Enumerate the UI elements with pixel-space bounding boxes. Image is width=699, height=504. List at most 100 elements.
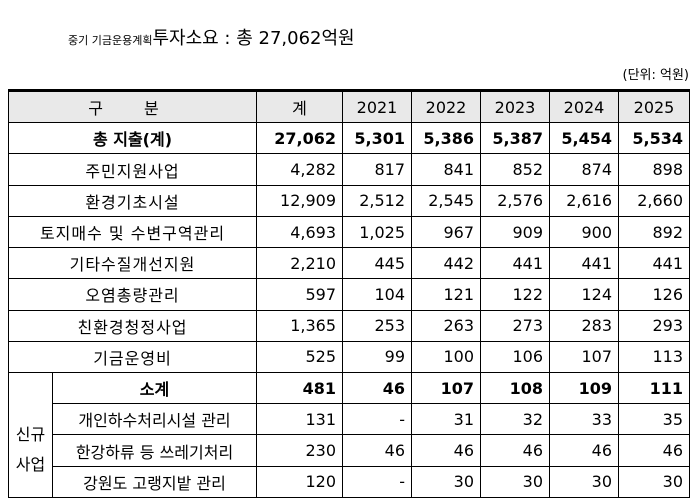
table-cell: 4,282 (256, 153, 343, 186)
table-cell: 100 (411, 340, 481, 373)
table-cell: 1,365 (256, 309, 343, 342)
page-title: 중기 기금운용계획투자소요 : 총 27,062억원 (68, 24, 355, 50)
table-cell: 46 (549, 434, 619, 467)
table-cell: 30 (549, 465, 619, 499)
table-row: 기타수질개선지원 2,210 445 442 441 441 441 (8, 247, 690, 280)
subtotal-cell: 108 (480, 371, 550, 405)
table-cell: 30 (411, 465, 481, 499)
table-cell: 4,693 (256, 215, 343, 249)
table-cell: 12,909 (256, 184, 343, 217)
table-cell: 107 (549, 340, 619, 373)
table-cell: 46 (411, 434, 481, 467)
row-label: 주민지원사업 (8, 153, 257, 186)
total-row: 총 지출(계) 27,062 5,301 5,386 5,387 5,454 5… (8, 122, 690, 155)
table-cell: 525 (256, 340, 343, 373)
table-cell: 263 (411, 309, 481, 342)
header-category: 구 분 (8, 89, 257, 124)
header-year: 2025 (618, 89, 690, 124)
table-cell: 441 (549, 247, 619, 280)
table-cell: 2,616 (549, 184, 619, 217)
new-label-line1: 신규 (15, 424, 46, 444)
table-cell: 131 (256, 403, 343, 436)
subtotal-cell: 109 (549, 371, 619, 405)
table-cell: - (342, 403, 412, 436)
table-cell: 967 (411, 215, 481, 249)
row-label: 토지매수 및 수변구역관리 (8, 215, 257, 249)
investment-table: 구 분 계 2021 2022 2023 2024 2025 총 지출(계) 2… (8, 89, 690, 499)
table-cell: 273 (480, 309, 550, 342)
total-cell: 5,386 (411, 122, 481, 155)
table-cell: 253 (342, 309, 412, 342)
header-year: 2021 (342, 89, 412, 124)
table-cell: 35 (618, 403, 690, 436)
total-cell: 5,387 (480, 122, 550, 155)
table-cell: 597 (256, 278, 343, 311)
subtotal-cell: 46 (342, 371, 412, 405)
table-cell: 441 (480, 247, 550, 280)
table-row: 토지매수 및 수변구역관리 4,693 1,025 967 909 900 89… (8, 215, 690, 249)
table-cell: 230 (256, 434, 343, 467)
row-label: 기타수질개선지원 (8, 247, 257, 280)
table-cell: 46 (618, 434, 690, 467)
table-cell: 2,576 (480, 184, 550, 217)
header-year: 2024 (549, 89, 619, 124)
table-cell: 817 (342, 153, 412, 186)
table-cell: 104 (342, 278, 412, 311)
table-cell: 2,512 (342, 184, 412, 217)
subtotal-row: 신규 사업 소계 481 46 107 108 109 111 (8, 371, 690, 499)
table-cell: 106 (480, 340, 550, 373)
table-cell: 121 (411, 278, 481, 311)
table-cell: 2,545 (411, 184, 481, 217)
table-row: 주민지원사업 4,282 817 841 852 874 898 (8, 153, 690, 186)
table-cell: 900 (549, 215, 619, 249)
table-cell: 122 (480, 278, 550, 311)
title-main: 투자소요 : 총 27,062억원 (152, 28, 355, 49)
row-label: 개인하수처리시설 관리 (52, 403, 257, 436)
table-cell: 892 (618, 215, 690, 249)
table-row: 한강하류 등 쓰레기처리 230 46 46 46 46 46 (9, 434, 690, 467)
row-label: 환경기초시설 (8, 184, 257, 217)
total-cell: 5,534 (618, 122, 690, 155)
header-row: 구 분 계 2021 2022 2023 2024 2025 (8, 89, 690, 124)
table-cell: 898 (618, 153, 690, 186)
row-label: 한강하류 등 쓰레기처리 (52, 434, 257, 467)
table-cell: 46 (480, 434, 550, 467)
table-cell: 120 (256, 465, 343, 499)
table-cell: 46 (342, 434, 412, 467)
row-label: 강원도 고랭지밭 관리 (52, 465, 257, 499)
total-cell: 27,062 (256, 122, 343, 155)
subtotal-label: 소계 (52, 371, 257, 405)
new-label-line2: 사업 (15, 454, 46, 474)
row-label: 기금운영비 (8, 340, 257, 373)
subtotal-cell: 481 (256, 371, 343, 405)
table-cell: 852 (480, 153, 550, 186)
table-row: 오염총량관리 597 104 121 122 124 126 (8, 278, 690, 311)
table-cell: 1,025 (342, 215, 412, 249)
table-cell: 32 (480, 403, 550, 436)
subtotal-cell: 111 (618, 371, 690, 405)
table-cell: 126 (618, 278, 690, 311)
title-prefix: 중기 기금운용계획 (68, 34, 153, 47)
table-cell: 442 (411, 247, 481, 280)
subtotal-cell: 107 (411, 371, 481, 405)
table-row: 기금운영비 525 99 100 106 107 113 (8, 340, 690, 373)
table-cell: 30 (618, 465, 690, 499)
table-cell: 293 (618, 309, 690, 342)
table-cell: 445 (342, 247, 412, 280)
total-cell: 5,301 (342, 122, 412, 155)
table-cell: 124 (549, 278, 619, 311)
unit-label: (단위: 억원) (622, 68, 690, 83)
table-cell: 874 (549, 153, 619, 186)
table-cell: 2,210 (256, 247, 343, 280)
table-cell: 2,660 (618, 184, 690, 217)
table-cell: 841 (411, 153, 481, 186)
header-year: 2023 (480, 89, 550, 124)
table-row: 개인하수처리시설 관리 131 - 31 32 33 35 (9, 403, 690, 436)
table-cell: 283 (549, 309, 619, 342)
table-row: 강원도 고랭지밭 관리 120 - 30 30 30 30 (9, 465, 690, 499)
header-year: 2022 (411, 89, 481, 124)
table-row: 환경기초시설 12,909 2,512 2,545 2,576 2,616 2,… (8, 184, 690, 217)
table-cell: 30 (480, 465, 550, 499)
table-cell: 31 (411, 403, 481, 436)
table-cell: - (342, 465, 412, 499)
